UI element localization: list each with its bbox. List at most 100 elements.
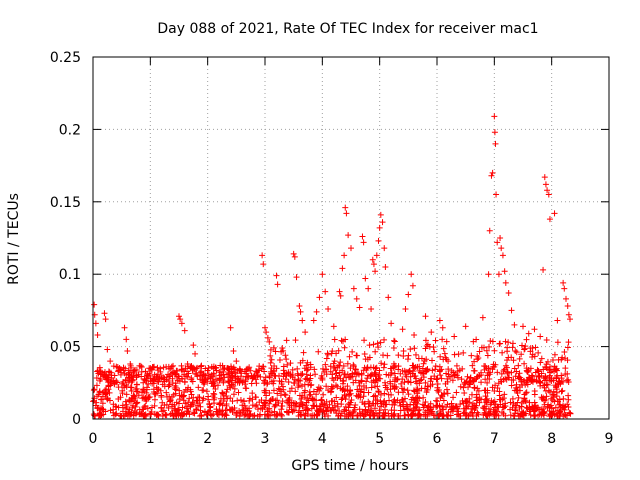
band-point [494,385,501,392]
band-point [478,371,485,378]
band-point [390,411,397,418]
band-point [524,368,531,375]
band-point [370,341,377,348]
band-point [297,377,304,384]
data-point [497,235,504,241]
band-point [484,379,491,386]
band-point [178,366,185,373]
band-point [563,377,570,384]
band-point [427,400,434,407]
band-point [217,395,224,402]
band-point [505,339,512,346]
band-point [467,378,474,385]
band-point [412,351,419,358]
band-point [301,389,308,396]
data-point [560,279,567,286]
band-point [412,411,419,418]
band-point [144,371,151,378]
band-point [558,375,565,382]
band-point [327,389,334,396]
band-point [532,344,539,351]
band-point [299,357,306,364]
band-point [246,397,253,404]
band-point [234,397,241,404]
band-point [128,384,135,391]
band-point [420,394,427,401]
data-point [262,324,268,331]
band-point [251,412,258,419]
band-point [100,406,107,413]
data-point [296,303,303,310]
band-point [468,405,475,412]
band-point [271,403,278,410]
data-point [564,303,571,310]
band-point [502,338,509,345]
band-point [369,410,376,417]
band-point [242,377,249,384]
band-point [387,365,394,372]
band-point [346,401,353,408]
band-point [340,378,347,385]
band-point [435,388,442,395]
band-point [275,385,282,392]
band-point [293,401,300,408]
data-point [546,216,553,223]
band-point [440,397,447,404]
band-point [139,406,146,413]
band-point [421,402,428,409]
band-point [190,394,197,401]
band-point [498,370,505,377]
band-point [148,404,155,411]
band-point [211,400,218,407]
band-point [334,374,341,381]
band-point [484,387,491,394]
band-point [303,367,310,374]
band-point [370,364,377,371]
band-point [151,396,158,403]
band-point [526,375,533,382]
band-point [339,377,346,384]
band-point [557,410,564,417]
band-point [566,409,573,416]
band-point [239,379,246,386]
data-point [330,323,337,330]
band-point [120,378,127,385]
band-point [457,401,464,408]
band-point [198,362,205,369]
band-point [426,404,433,411]
band-point [540,366,547,373]
band-point [162,411,169,418]
band-point [154,378,161,385]
band-point [165,405,172,412]
band-point [318,406,325,413]
band-point [289,374,296,381]
band-point [432,412,438,419]
band-point [223,407,230,414]
band-point [339,338,346,345]
band-point [142,402,149,409]
band-point [391,370,398,377]
data-point [94,332,101,339]
band-point [99,406,106,413]
band-point [181,389,188,396]
band-point [292,337,299,344]
band-point [209,379,216,386]
band-point [104,376,111,383]
band-point [495,404,502,411]
band-point [549,356,556,363]
band-point [147,378,154,385]
band-point [208,412,215,419]
band-point [445,366,452,373]
data-point [341,252,348,259]
band-point [391,396,398,403]
band-point [368,384,375,391]
data-point [293,274,300,281]
band-point [523,336,530,343]
band-point [557,403,564,410]
band-point [453,362,460,369]
band-point [271,372,278,379]
band-point [91,386,98,393]
band-point [292,388,299,395]
band-point [342,386,349,393]
band-point [294,365,301,372]
